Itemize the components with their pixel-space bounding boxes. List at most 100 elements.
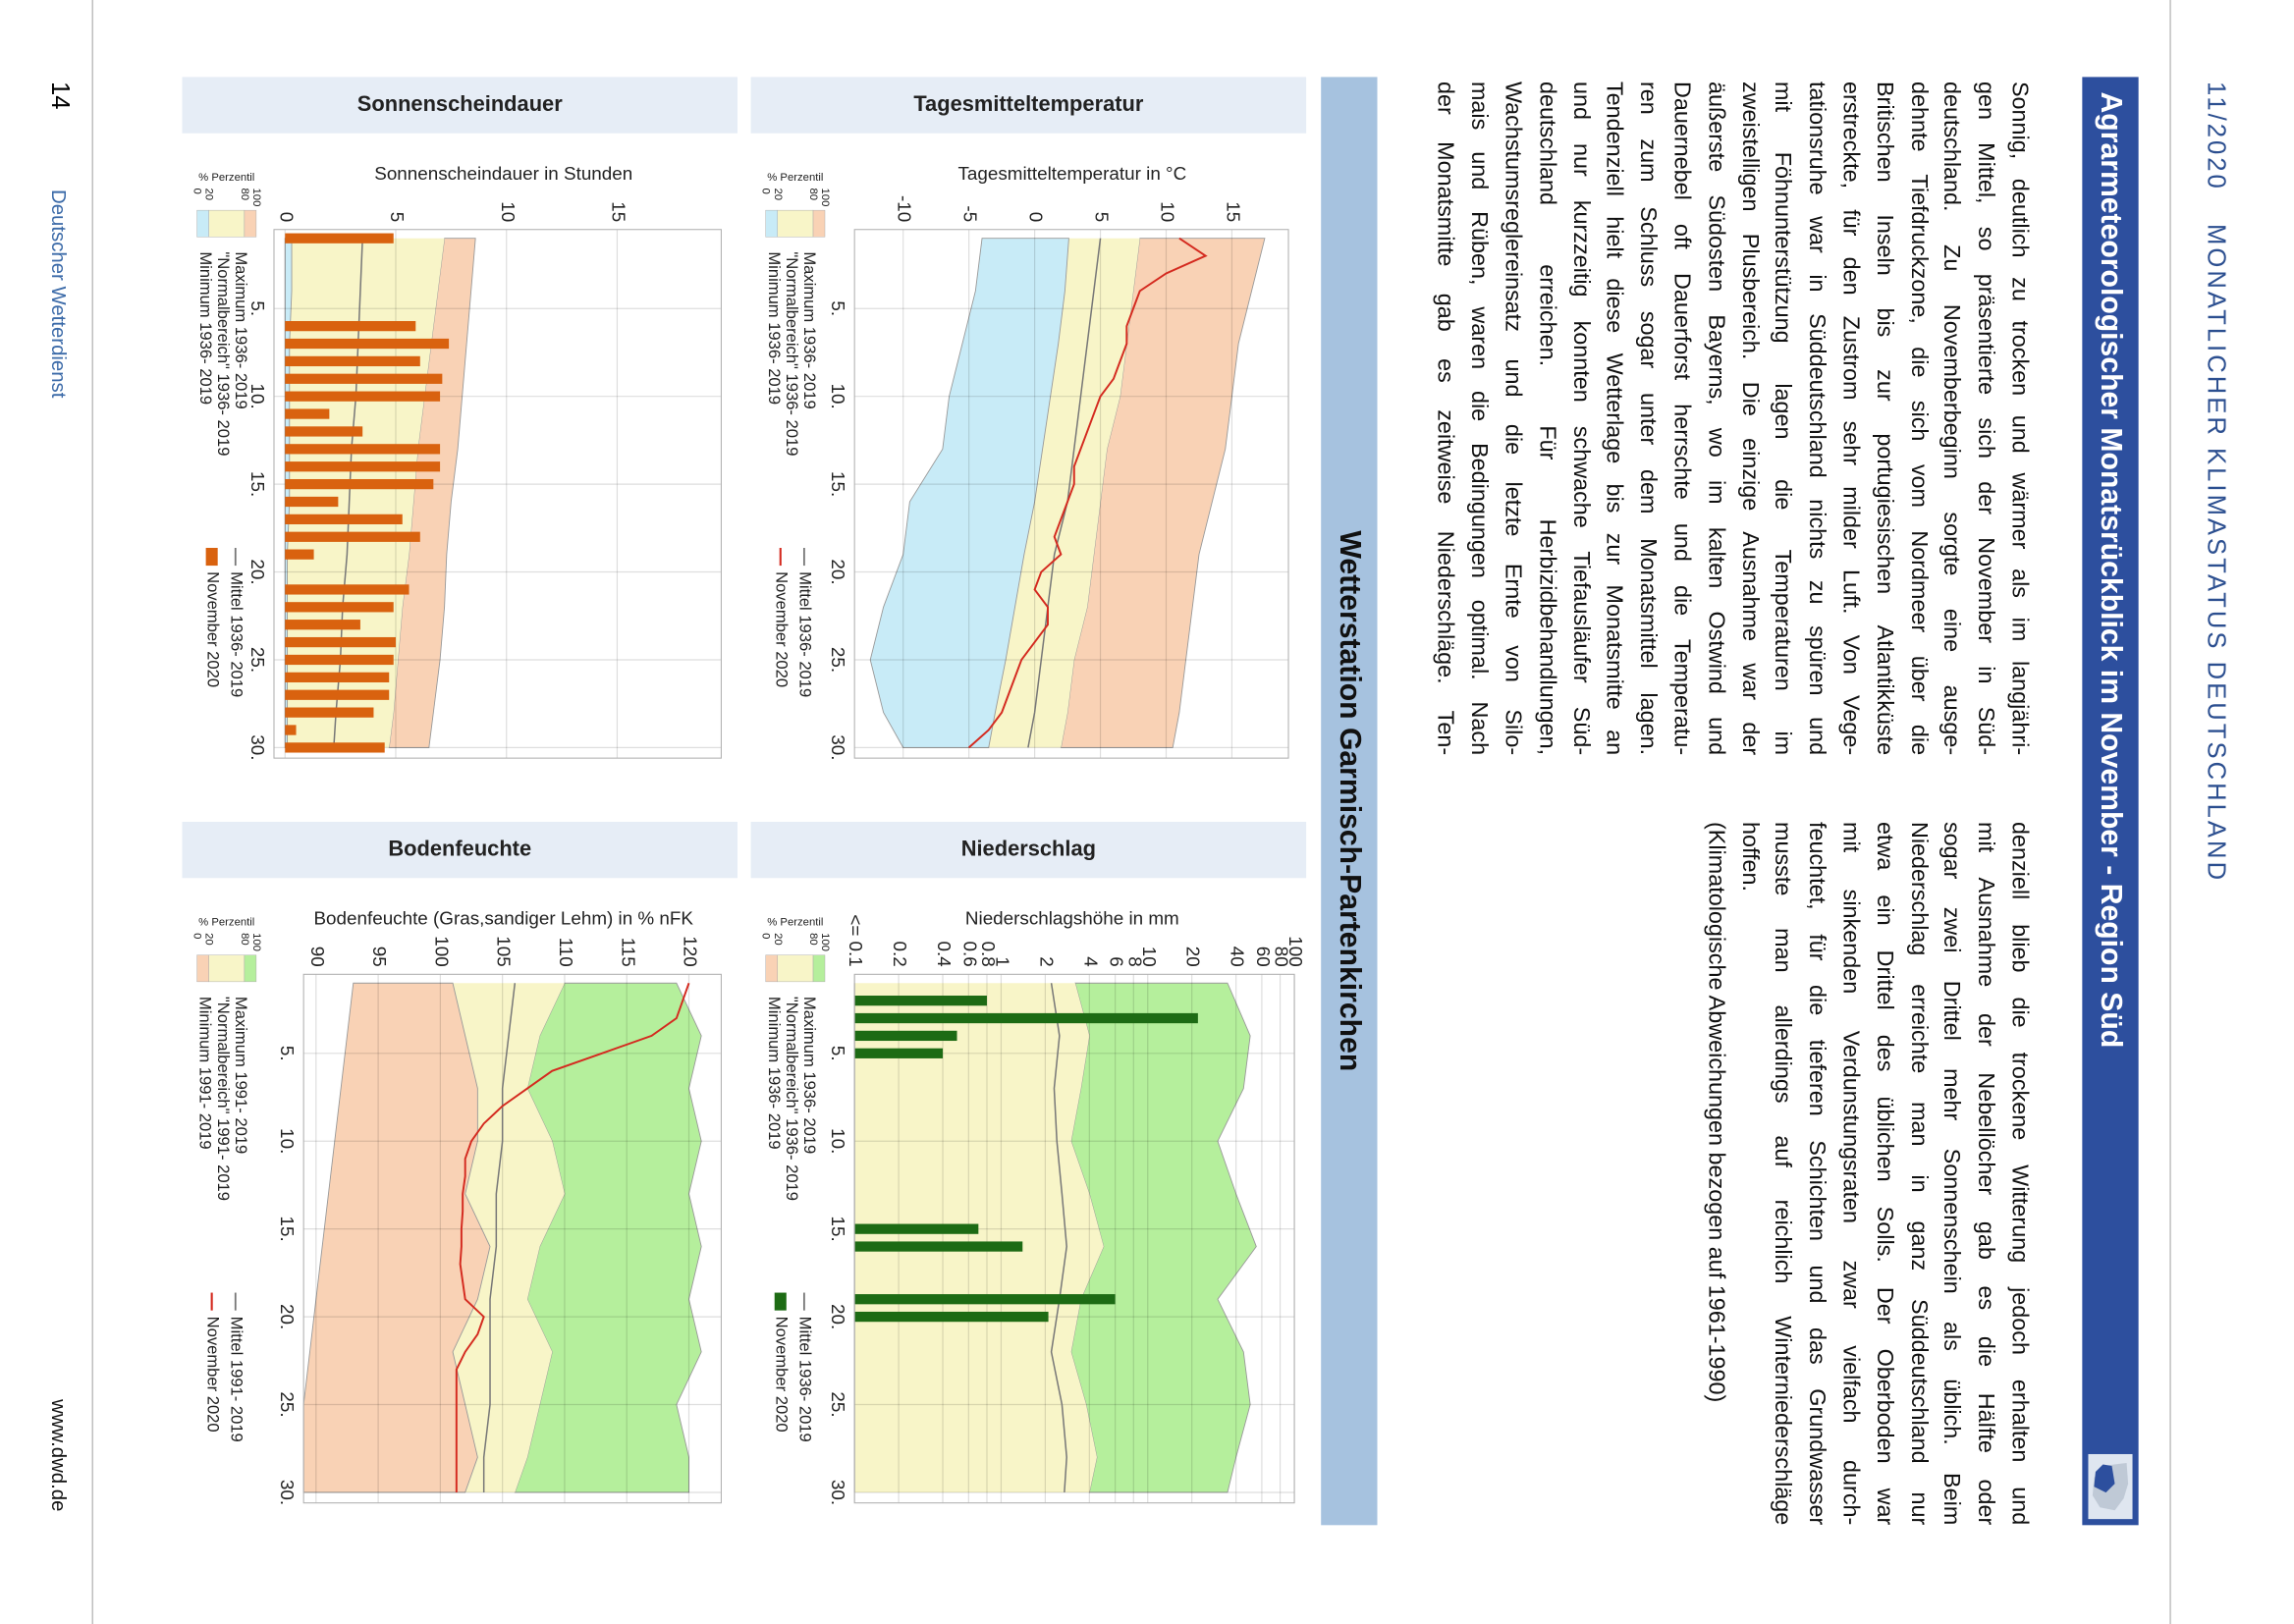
bar (285, 514, 403, 525)
legend-percentile: 80 (239, 189, 250, 201)
max-band (1060, 238, 1266, 748)
legend-label: Maximum 1991- 2019 (232, 997, 250, 1154)
x-tick-label: 5. (247, 300, 268, 316)
y-tick-label: 80 (1272, 947, 1292, 967)
y-tick-label: 40 (1228, 947, 1248, 967)
y-tick-label: 15 (1223, 201, 1243, 222)
x-tick-label: 15. (828, 471, 848, 497)
legend-percentile: 100 (250, 933, 262, 951)
y-tick-label: 15 (608, 201, 628, 222)
publisher: Deutscher Wetterdienst (47, 189, 70, 399)
chart-heading-box (750, 77, 1307, 134)
chart-title: Bodenfeuchte (Gras,sandiger Lehm) in % n… (313, 907, 693, 928)
legend-label: "Normalbereich" 1936- 2019 (783, 251, 801, 456)
legend-swatch (777, 209, 814, 238)
bar (285, 725, 297, 735)
x-tick-label: 30. (828, 1480, 848, 1505)
bar (285, 233, 394, 244)
legend-percentile: 20 (203, 189, 215, 201)
min-band (869, 238, 1069, 748)
bar (854, 1048, 944, 1058)
y-tick-label: 20 (1183, 947, 1204, 967)
y-tick-label: 115 (618, 938, 638, 967)
legend-swatch (196, 954, 209, 983)
x-tick-label: 30. (247, 734, 268, 760)
chart-heading: Tagesmitteltemperatur (913, 91, 1144, 116)
legend-swatch (244, 209, 257, 238)
legend-label: November 2020 (772, 1317, 791, 1433)
normal-band (453, 983, 565, 1492)
bar (854, 1241, 1023, 1252)
y-tick-label: 10 (1158, 201, 1178, 222)
legend-swatch (244, 954, 257, 983)
y-tick-label: 10 (1139, 947, 1160, 967)
legend-percentile: 100 (819, 933, 831, 951)
legend-label: November 2020 (772, 571, 791, 687)
bar (285, 496, 339, 508)
legend-label: "Normalbereich" 1991- 2019 (214, 997, 233, 1201)
legend-label: November 2020 (203, 571, 222, 687)
y-tick-label: 2 (1036, 956, 1057, 966)
map-region (2094, 1464, 2115, 1493)
mean-line (482, 983, 517, 1492)
x-tick-label: 15. (247, 471, 268, 497)
x-tick-label: 15. (277, 1217, 298, 1242)
legend-label: Mittel 1936- 2019 (227, 571, 246, 697)
region-map-icon (2088, 1453, 2133, 1520)
bar (285, 602, 394, 613)
legend-percentile: 20 (772, 189, 784, 201)
chart-heading-box (182, 821, 738, 879)
chart-heading-box (182, 77, 738, 134)
y-tick-label: 100 (1285, 936, 1306, 966)
y-tick-label: 95 (369, 947, 390, 967)
y-tick-label: 0 (1026, 212, 1047, 222)
y-tick-label: 0 (276, 212, 297, 222)
legend-title: % Perzentil (767, 172, 823, 184)
x-tick-label: 25. (828, 647, 848, 673)
legend-title: % Perzentil (767, 917, 823, 929)
x-tick-label: 20. (828, 1304, 848, 1329)
legend-percentile: 80 (807, 189, 819, 201)
plot-frame (273, 229, 722, 759)
page-number: 14 (45, 81, 75, 110)
x-tick-label: 5. (277, 1046, 298, 1061)
chart-heading: Bodenfeuchte (388, 836, 531, 860)
bar (285, 636, 396, 648)
plot-frame (302, 973, 722, 1504)
x-tick-label: 25. (247, 647, 268, 673)
legend-swatch (777, 954, 814, 983)
legend-label: "Normalbereich" 1936- 2019 (214, 251, 233, 456)
legend-swatch (812, 954, 826, 983)
x-tick-label: 15. (828, 1217, 848, 1242)
bar (854, 1294, 1116, 1305)
x-tick-label: 20. (277, 1304, 298, 1329)
y-tick-label: 105 (494, 936, 515, 966)
x-tick-label: 30. (828, 734, 848, 760)
legend-percentile: 100 (250, 189, 262, 207)
bar (285, 338, 450, 350)
bar (285, 373, 443, 384)
y-tick-label: 120 (681, 936, 701, 966)
mean-line (1050, 983, 1067, 1493)
x-tick-label: 30. (277, 1480, 298, 1505)
legend-percentile: 80 (239, 933, 250, 946)
y-tick-label: 0.2 (890, 942, 910, 967)
bar (285, 584, 410, 595)
legend-label: Maximum 1936- 2019 (232, 251, 250, 408)
legend-percentile: 0 (191, 189, 203, 194)
bar (854, 1223, 979, 1234)
y-tick-label: 0.8 (978, 942, 999, 967)
bar (285, 549, 314, 560)
bar (854, 1030, 957, 1042)
legend-percentile: 80 (807, 933, 819, 946)
x-tick-label: 5. (828, 1046, 848, 1061)
legend-label: Minimum 1936- 2019 (196, 251, 215, 405)
bar (285, 426, 363, 437)
legend-swatch (208, 954, 246, 983)
chart-heading: Niederschlag (961, 836, 1096, 860)
plot-frame (853, 973, 1295, 1504)
x-tick-label: 10. (247, 384, 268, 409)
bar (285, 478, 434, 490)
legend-label: "Normalbereich" 1936- 2019 (783, 997, 801, 1201)
